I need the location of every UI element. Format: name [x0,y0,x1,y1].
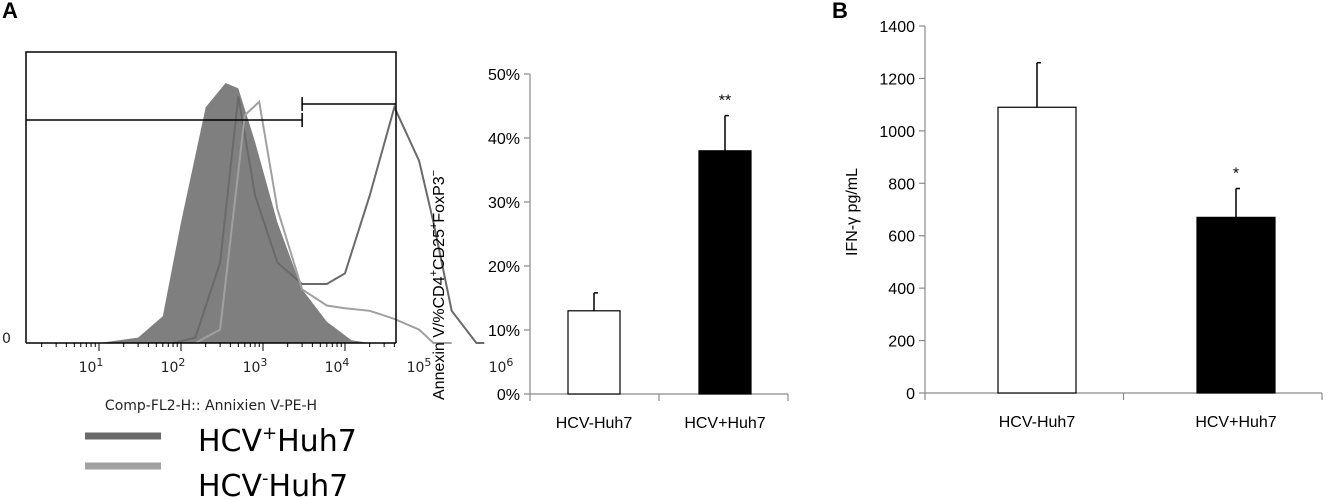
histogram-x-tick-label: 104 [325,356,350,376]
histogram-series-hcv-positive [172,96,485,344]
y-tick-label: 400 [888,281,915,298]
legend-label-hcv-negative: HCV-Huh7 [198,468,348,500]
ifn-y-axis-label: IFN-γ pg/mL [844,168,861,256]
y-tick-label: 1400 [879,19,915,36]
annexin-bar-chart: 0% 10% 20% 30% 40% 50% HCV-Huh7 HCV+Huh7 ** [488,67,789,432]
histogram-x-tick-label: 105 [407,356,432,376]
y-tick-label: 200 [888,334,915,351]
histogram-x-tick-label: 103 [243,356,268,376]
y-tick-label: 1200 [879,71,915,88]
significance-marker: ** [719,93,731,110]
bar-hcv-huh7 [567,310,621,395]
bar-hcv-huh7 [1196,216,1276,394]
y-tick-label: 40% [488,131,520,148]
y-tick-label: 0 [906,386,915,403]
legend-label-hcv-positive: HCV+Huh7 [198,423,357,459]
bar-hcv-huh7 [698,150,752,395]
histogram-x-tick-label: 102 [161,356,186,376]
x-tick-label: HCV+Huh7 [1195,414,1276,431]
x-tick-label: HCV-Huh7 [556,415,633,432]
x-tick-label: HCV-Huh7 [999,414,1076,431]
panel-label-b: B [832,0,848,23]
y-tick-label: 0% [497,387,520,404]
ifn-bar-chart: 0 200 400 600 800 1000 1200 1400 HCV-Huh7 HCV+Huh… [879,19,1323,431]
y-tick-label: 800 [888,176,915,193]
y-tick-label: 20% [488,259,520,276]
histogram-x-axis-label: Comp-FL2-H:: Annixien V-PE-H [105,398,317,414]
x-tick-label: HCV+Huh7 [684,415,765,432]
histogram-y-tick-label: 0 [2,331,11,347]
histogram-series-hcv-negative [194,99,452,344]
bar-hcv-huh7 [997,106,1077,394]
flow-histogram: 1011021031041051061070Comp-FL2-H:: Annix… [2,51,595,414]
legend: HCV+Huh7 HCV-Huh7 [85,423,357,500]
histogram-x-tick-label: 101 [79,356,104,376]
significance-marker: * [1233,166,1239,183]
y-tick-label: 600 [888,229,915,246]
histogram-frame [25,51,397,343]
histogram-x-tick-label: 106 [489,356,514,376]
panel-label-a: A [2,0,18,23]
y-tick-label: 10% [488,323,520,340]
y-tick-label: 1000 [879,124,915,141]
annexin-y-axis-label: Annexin V/%CD4+CD25+FoxP3− [428,170,448,400]
y-tick-label: 30% [488,195,520,212]
y-tick-label: 50% [488,67,520,84]
